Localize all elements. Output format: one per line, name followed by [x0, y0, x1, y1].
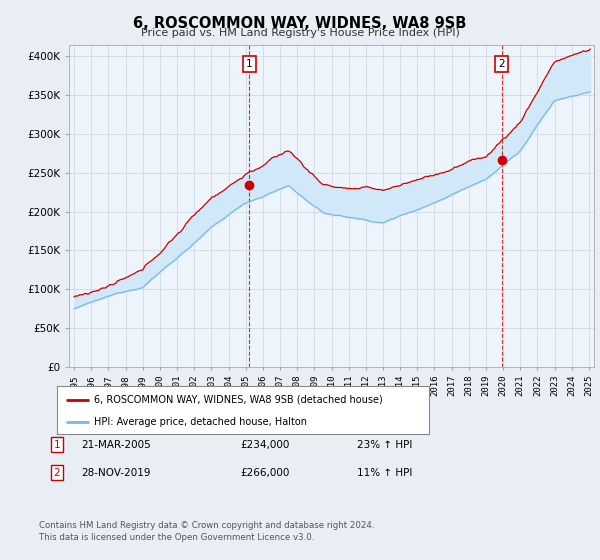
- Text: 6, ROSCOMMON WAY, WIDNES, WA8 9SB: 6, ROSCOMMON WAY, WIDNES, WA8 9SB: [133, 16, 467, 31]
- Text: Price paid vs. HM Land Registry's House Price Index (HPI): Price paid vs. HM Land Registry's House …: [140, 28, 460, 38]
- Text: 23% ↑ HPI: 23% ↑ HPI: [357, 440, 412, 450]
- Text: 1: 1: [53, 440, 61, 450]
- Text: HPI: Average price, detached house, Halton: HPI: Average price, detached house, Halt…: [94, 417, 307, 427]
- Text: 1: 1: [246, 59, 253, 69]
- Text: 6, ROSCOMMON WAY, WIDNES, WA8 9SB (detached house): 6, ROSCOMMON WAY, WIDNES, WA8 9SB (detac…: [94, 395, 383, 405]
- Text: 11% ↑ HPI: 11% ↑ HPI: [357, 468, 412, 478]
- Text: £234,000: £234,000: [240, 440, 289, 450]
- Text: 28-NOV-2019: 28-NOV-2019: [81, 468, 151, 478]
- Text: 2: 2: [499, 59, 505, 69]
- Text: £266,000: £266,000: [240, 468, 289, 478]
- Text: Contains HM Land Registry data © Crown copyright and database right 2024.
This d: Contains HM Land Registry data © Crown c…: [39, 521, 374, 542]
- Text: 21-MAR-2005: 21-MAR-2005: [81, 440, 151, 450]
- Text: 2: 2: [53, 468, 61, 478]
